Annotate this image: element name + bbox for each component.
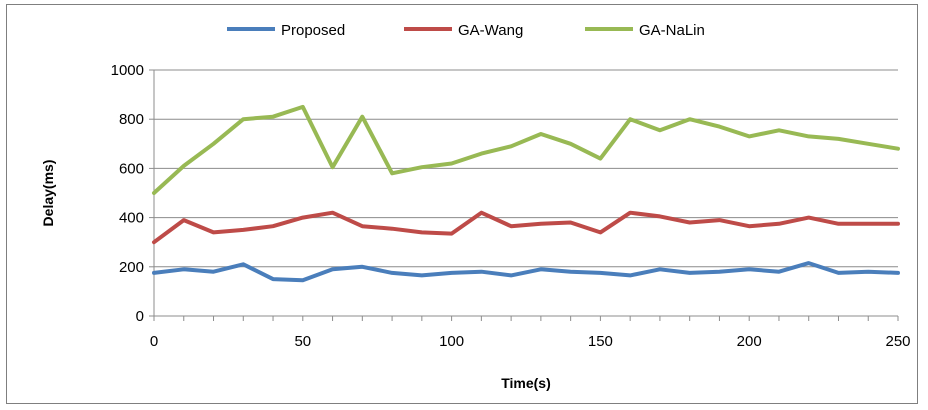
legend-item: Proposed: [227, 22, 345, 39]
x-tick-label: 250: [885, 333, 910, 350]
series-line-proposed: [152, 261, 900, 283]
legend: Proposed GA-Wang GA-NaLin: [227, 22, 705, 39]
y-tick-label: 600: [119, 160, 144, 177]
x-tick-label: 200: [737, 333, 762, 350]
legend-label: Proposed: [281, 22, 345, 39]
y-tick-label: 0: [136, 308, 144, 325]
y-tick-label: 800: [119, 111, 144, 128]
axes: 0 200 400 600 800 1000 0 50 100 150 200 250: [111, 62, 911, 350]
y-tick-label: 200: [119, 259, 144, 276]
legend-item: GA-NaLin: [585, 22, 705, 39]
series-lines: [152, 104, 900, 283]
x-tick-label: 0: [150, 333, 158, 350]
series-line-ga-nalin: [152, 104, 900, 195]
y-tick-label: 1000: [111, 62, 144, 79]
legend-label: GA-NaLin: [639, 22, 705, 39]
x-axis-title: Time(s): [501, 375, 551, 391]
x-tick-label: 150: [588, 333, 613, 350]
chart-frame: 0 200 400 600 800 1000 0 50 100 150 200 250 Propose…: [6, 4, 918, 404]
y-tick-label: 400: [119, 210, 144, 227]
line-chart: 0 200 400 600 800 1000 0 50 100 150 200 250 Propose…: [40, 22, 911, 391]
y-axis-title: Delay(ms): [40, 160, 56, 227]
x-tick-label: 100: [439, 333, 464, 350]
legend-label: GA-Wang: [458, 22, 523, 39]
gridlines: [154, 69, 898, 268]
legend-item: GA-Wang: [404, 22, 523, 39]
series-line-ga-wang: [152, 210, 900, 245]
x-tick-label: 50: [294, 333, 311, 350]
